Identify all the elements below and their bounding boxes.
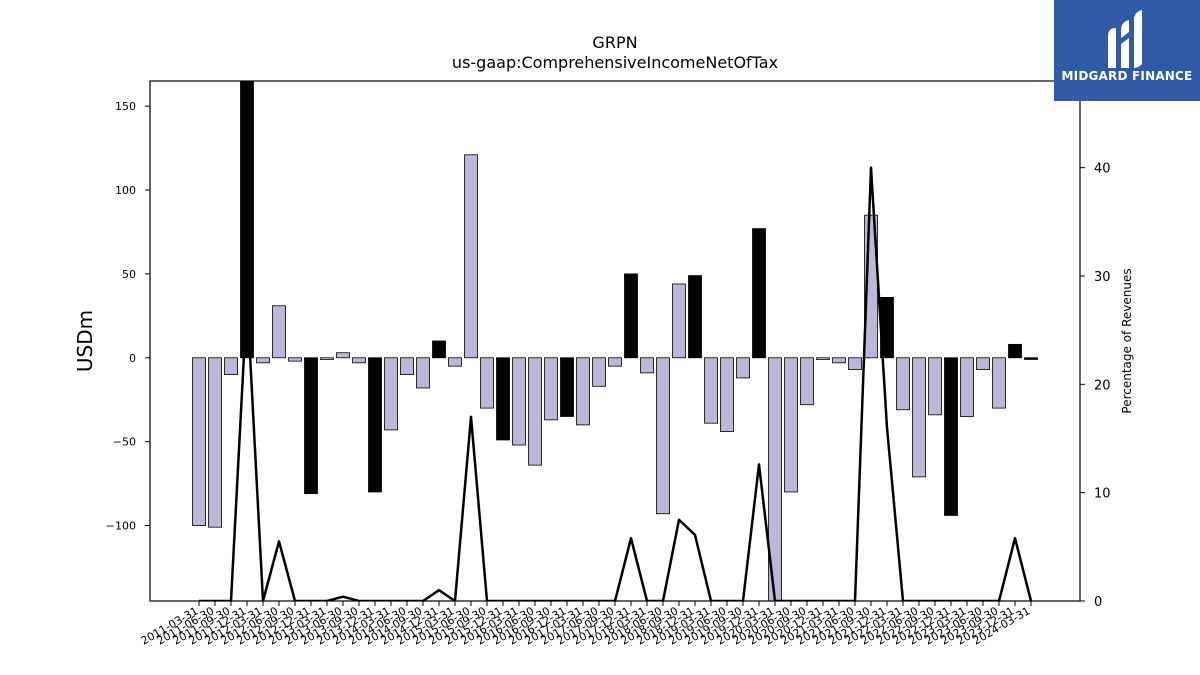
bar-2011-06-30 xyxy=(208,357,222,528)
y-tick-label: 150 xyxy=(115,100,136,113)
bar-2016-09-30 xyxy=(544,357,558,421)
bar-2022-03-31 xyxy=(896,357,910,411)
chart-subtitle: us-gaap:ComprehensiveIncomeNetOfTax xyxy=(452,53,778,72)
bar-2023-12-31 xyxy=(1008,343,1022,359)
bar-2012-12-31 xyxy=(304,357,318,495)
bar-2016-12-31 xyxy=(560,357,574,417)
bar-2021-06-30 xyxy=(848,357,862,370)
bar-2019-03-31 xyxy=(704,357,718,424)
bar-2023-03-31 xyxy=(960,357,974,417)
chart-title: GRPN xyxy=(592,33,637,52)
y-tick-label: 50 xyxy=(122,268,136,281)
bar-2013-03-31 xyxy=(320,357,334,360)
y-tick-label: −100 xyxy=(106,520,136,533)
y2-tick-label: 30 xyxy=(1094,270,1111,285)
bar-2012-06-30 xyxy=(272,305,286,359)
bar-2020-09-30 xyxy=(800,357,814,406)
bar-2015-03-31 xyxy=(448,357,462,367)
bar-2011-09-30 xyxy=(224,357,238,375)
y-tick-label: 100 xyxy=(115,184,136,197)
bar-2022-09-30 xyxy=(928,357,942,416)
y2-tick-label: 10 xyxy=(1094,487,1111,502)
y-tick-label: 0 xyxy=(129,352,136,365)
bar-2017-12-31 xyxy=(624,273,638,359)
y-tick-label: −50 xyxy=(113,436,136,449)
y-axis-label: USDm xyxy=(73,310,97,372)
y2-tick-label: 0 xyxy=(1094,595,1102,610)
bar-2019-06-30 xyxy=(720,357,734,432)
bar-2016-06-30 xyxy=(528,357,542,466)
bar-2023-06-30 xyxy=(976,357,990,370)
bar-2013-06-30 xyxy=(336,352,350,359)
bar-2018-06-30 xyxy=(656,357,670,515)
bar-2018-03-31 xyxy=(640,357,654,374)
brand-logo: MIDGARD FINANCE xyxy=(1054,0,1200,101)
bar-2017-06-30 xyxy=(592,357,606,387)
bar-2023-09-30 xyxy=(992,357,1006,409)
bar-2013-12-31 xyxy=(368,357,382,493)
bar-2020-06-30 xyxy=(784,357,798,493)
bar-2020-12-31 xyxy=(816,357,830,360)
bar-2022-06-30 xyxy=(912,357,926,478)
y2-tick-label: 40 xyxy=(1094,162,1111,177)
line-group xyxy=(199,166,1033,601)
bar-2019-12-31 xyxy=(752,228,766,359)
bar-2018-09-30 xyxy=(672,283,686,359)
bar-2020-03-31 xyxy=(768,357,782,601)
bar-2014-12-31 xyxy=(432,340,446,359)
bar-2012-03-31 xyxy=(256,357,270,364)
bars-group xyxy=(192,81,1038,601)
y2-tick-label: 20 xyxy=(1094,378,1111,393)
bar-2011-03-31 xyxy=(192,357,206,526)
bar-2016-03-31 xyxy=(512,357,526,446)
bar-2018-12-31 xyxy=(688,275,702,359)
revenue-percentage-line xyxy=(199,166,1033,601)
y2-axis-label: Percentage of Revenues xyxy=(1120,268,1134,413)
bar-2013-09-30 xyxy=(352,357,366,364)
bar-2014-09-30 xyxy=(416,357,430,389)
bar-2015-06-30 xyxy=(464,154,478,359)
bar-2024-03-31 xyxy=(1024,357,1038,360)
brand-name: MIDGARD FINANCE xyxy=(1061,69,1193,83)
bar-2012-09-30 xyxy=(288,357,302,362)
bar-2021-03-31 xyxy=(832,357,846,364)
plot-frame xyxy=(149,80,1081,602)
midgard-m-logo-icon xyxy=(1108,10,1142,68)
bar-2015-09-30 xyxy=(480,357,494,409)
bar-2014-03-31 xyxy=(384,357,398,431)
bar-2022-12-31 xyxy=(944,357,958,516)
bar-2011-12-31 xyxy=(240,81,254,359)
bar-2014-06-30 xyxy=(400,357,414,375)
bar-2015-12-31 xyxy=(496,357,510,441)
bar-2017-03-31 xyxy=(576,357,590,426)
bar-2017-09-30 xyxy=(608,357,622,367)
bar-2019-09-30 xyxy=(736,357,750,379)
